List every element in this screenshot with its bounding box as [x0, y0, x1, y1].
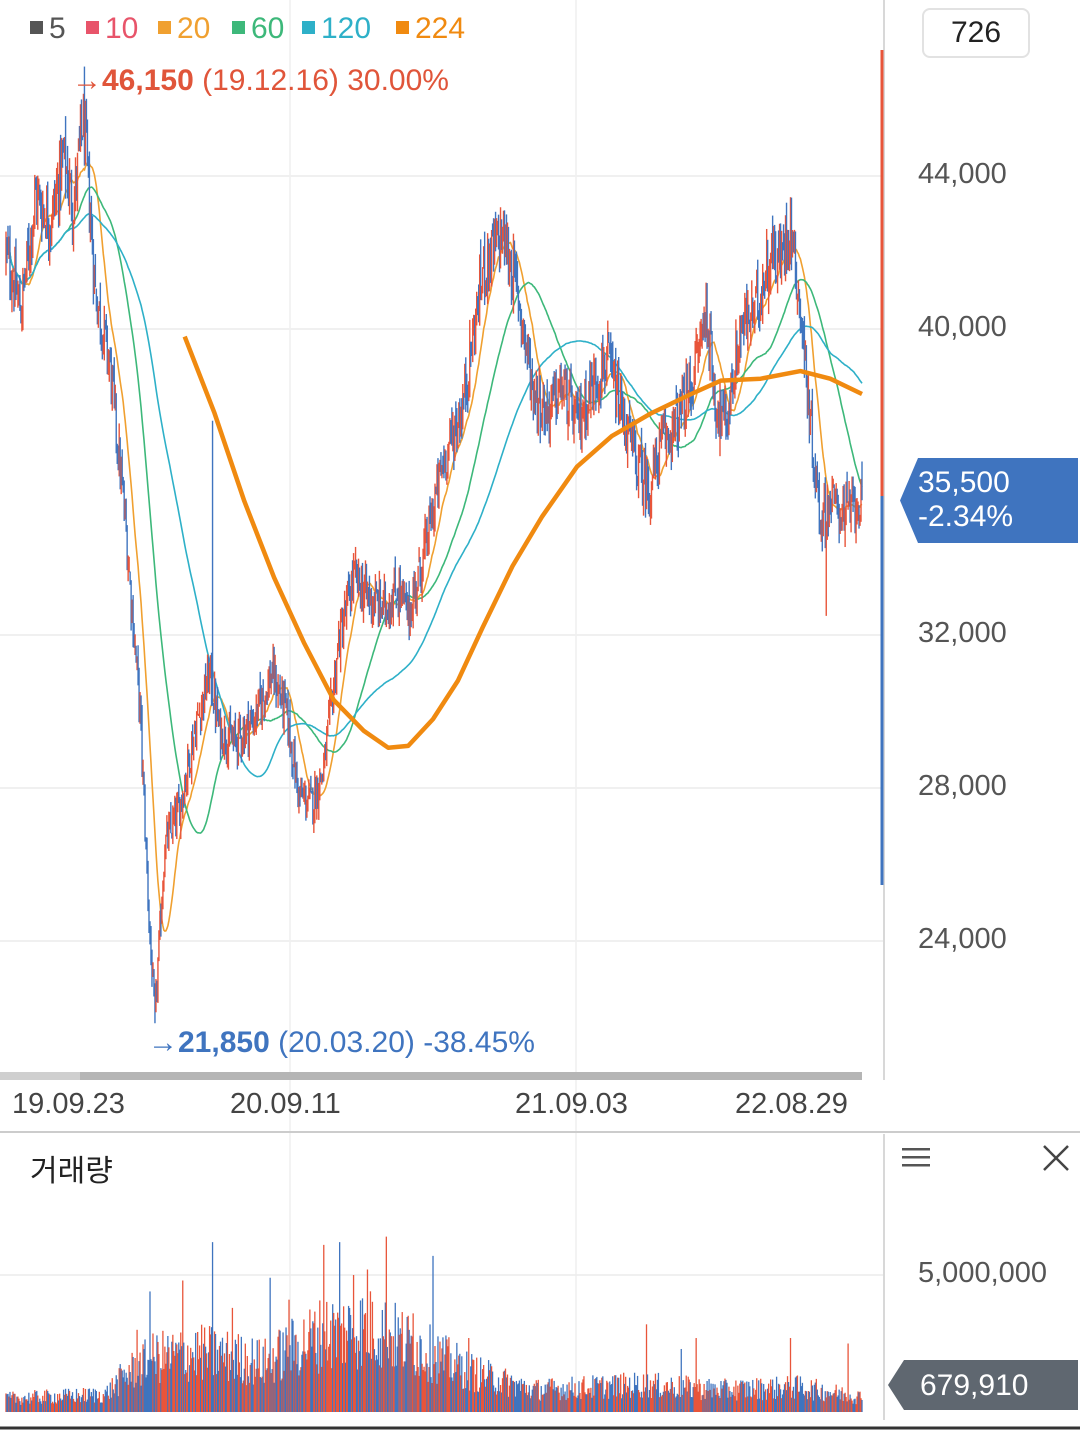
legend-swatch	[158, 20, 171, 34]
low-date: (20.03.20)	[278, 1026, 415, 1059]
high-annotation: →46,150 (19.12.16) 30.00%	[72, 64, 449, 98]
scrollbar-thumb	[80, 1072, 862, 1080]
legend-label: 120	[321, 12, 372, 45]
close-icon[interactable]	[1040, 1142, 1072, 1174]
current-price-tag: 35,500 -2.34%	[900, 458, 1078, 543]
current-price: 35,500	[918, 466, 1010, 499]
x-tick-label: 20.09.11	[230, 1088, 341, 1120]
ma224-layer	[182, 335, 863, 751]
y-tick-label: 24,000	[918, 923, 1007, 955]
y-tick-label: 32,000	[918, 617, 1007, 649]
bar-count-box[interactable]: 726	[922, 8, 1030, 58]
volume-panel-title: 거래량	[30, 1155, 113, 1188]
menu-icon[interactable]	[900, 1144, 932, 1172]
y-tick-label: 28,000	[918, 770, 1007, 802]
high-pct: 30.00%	[347, 64, 449, 97]
volume-layer	[5, 1236, 863, 1412]
legend-swatch	[30, 20, 43, 34]
y-tick-label: 44,000	[918, 158, 1007, 190]
legend-swatch	[232, 20, 245, 34]
y-tick-label: 40,000	[918, 311, 1007, 343]
legend-swatch	[396, 20, 409, 34]
legend-swatch	[302, 20, 315, 34]
current-volume-tag: 679,910	[888, 1360, 1078, 1410]
low-arrow: →	[148, 1026, 178, 1059]
legend-label: 5	[49, 12, 66, 45]
legend-item-ma20[interactable]: 20	[158, 12, 210, 46]
ma20-line	[5, 159, 863, 932]
ma224-line	[182, 335, 863, 751]
candle-layer	[5, 66, 863, 1024]
x-tick-label: 21.09.03	[515, 1088, 628, 1120]
current-volume: 679,910	[920, 1369, 1029, 1402]
high-date: (19.12.16)	[202, 64, 339, 97]
ma120-line	[5, 213, 863, 778]
moving-average-layer	[5, 159, 863, 932]
legend-label: 10	[105, 12, 139, 45]
x-tick-label: 19.09.23	[12, 1088, 125, 1120]
legend-item-ma60[interactable]: 60	[232, 12, 284, 46]
legend-label: 20	[177, 12, 211, 45]
low-value: 21,850	[178, 1026, 270, 1059]
legend-item-ma120[interactable]: 120	[302, 12, 371, 46]
low-annotation: →21,850 (20.03.20) -38.45%	[148, 1026, 535, 1060]
legend-label: 60	[251, 12, 285, 45]
legend-label: 224	[415, 12, 466, 45]
x-tick-label: 22.08.29	[735, 1088, 848, 1120]
legend-item-ma5[interactable]: 5	[30, 12, 66, 46]
legend-swatch	[86, 20, 99, 34]
high-value: 46,150	[102, 64, 194, 97]
current-change: -2.34%	[918, 500, 1014, 533]
volume-tick-label: 5,000,000	[918, 1257, 1048, 1289]
legend-item-ma224[interactable]: 224	[396, 12, 465, 46]
low-pct: -38.45%	[423, 1026, 535, 1059]
high-arrow: →	[72, 64, 102, 97]
legend-item-ma10[interactable]: 10	[86, 12, 138, 46]
